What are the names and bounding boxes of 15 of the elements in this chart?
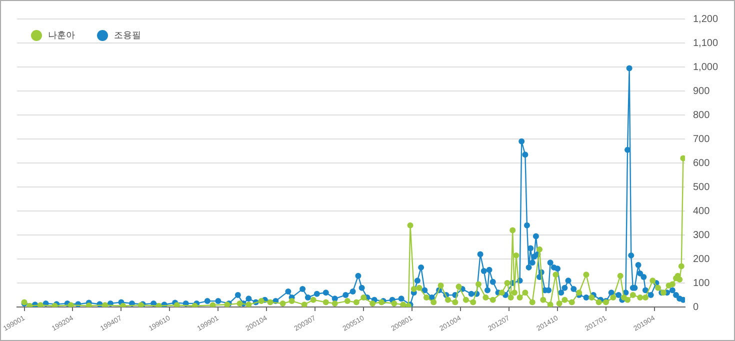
y-tick-label: 800: [692, 110, 710, 121]
y-tick-label: 700: [692, 134, 710, 145]
y-tick-label: 900: [692, 86, 710, 97]
y-tick-label: 1,100: [692, 38, 718, 49]
y-tick-label: 0: [692, 302, 699, 313]
y-tick-label: 300: [692, 230, 710, 241]
y-tick-label: 1,200: [692, 14, 718, 25]
y-tick-label: 600: [692, 158, 710, 169]
y-tick-label: 100: [692, 278, 710, 289]
y-tick-label: 400: [692, 206, 710, 217]
y-tick-label: 1,000: [692, 62, 718, 73]
y-tick-label: 500: [692, 182, 710, 193]
legend-label: 조용필: [114, 30, 141, 40]
y-tick-label: 200: [692, 254, 710, 265]
legend-label: 나훈아: [48, 30, 75, 40]
